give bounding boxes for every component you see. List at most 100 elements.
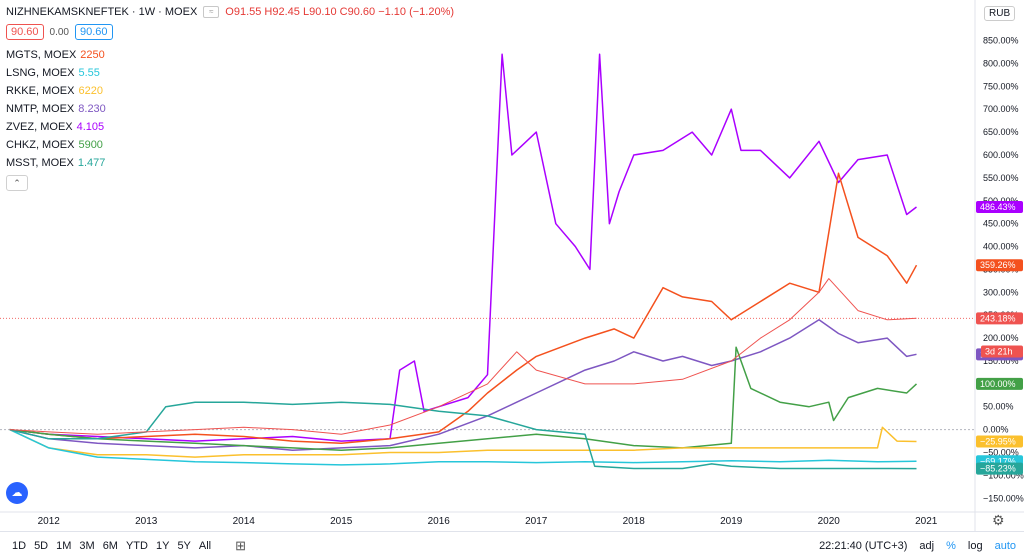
comparison-row[interactable]: ZVEZ, MOEX 4.105: [6, 118, 454, 136]
last-value-bg: [976, 200, 1023, 213]
y-tick-label: 850.00%: [983, 36, 1019, 46]
bottom-toolbar: 1D 5D 1M 3M 6M YTD 1Y 5Y All ⊞ 22:21:40 (UTC+3) …: [0, 531, 1024, 559]
last-value-bg: [976, 259, 1023, 272]
comparison-list: MGTS, MOEX 2250 LSNG, MOEX 5.55 RKKE, MOEX 62…: [6, 46, 454, 172]
timeframe-button[interactable]: 5Y: [177, 539, 191, 552]
last-value-text: 243.18%: [980, 313, 1016, 323]
clock-time[interactable]: 22:21:40 (UTC+3): [819, 539, 908, 552]
y-tick-label: 700.00%: [983, 104, 1019, 114]
last-value-text: −69.17%: [980, 456, 1016, 466]
comparison-value: 6220: [78, 85, 103, 97]
comparison-value: 5900: [78, 139, 103, 151]
y-tick-label: 150.00%: [983, 356, 1019, 366]
y-tick-label: 600.00%: [983, 150, 1019, 160]
comparison-symbol: LSNG, MOEX: [6, 67, 75, 79]
comparison-value: 8.230: [78, 103, 106, 115]
comparison-value: 1.477: [77, 157, 106, 169]
series-line-lsng: [9, 428, 917, 466]
y-tick-label: 200.00%: [983, 333, 1019, 343]
comparison-row[interactable]: RKKE, MOEX 6220: [6, 82, 454, 100]
y-tick-label: 50.00%: [983, 402, 1014, 412]
x-tick-label: 2017: [525, 516, 548, 527]
last-value-label: 486.43%: [976, 200, 1023, 213]
symbol-title: NIZHNEKAMSKNEFTEK · 1W · MOEX: [6, 6, 198, 18]
y-tick-label: 400.00%: [983, 242, 1019, 252]
timeframe-button[interactable]: YTD: [125, 539, 148, 552]
currency-badge[interactable]: RUB: [984, 6, 1016, 21]
series-line-rkke: [9, 426, 917, 458]
x-tick-label: 2015: [330, 516, 353, 527]
last-value-label: 359.26%: [976, 259, 1023, 272]
adj-toggle[interactable]: adj: [919, 539, 935, 552]
timeframe-button[interactable]: 1D: [12, 539, 27, 552]
log-toggle[interactable]: log: [967, 539, 983, 552]
comparison-value: 5.55: [78, 67, 100, 79]
chart[interactable]: 850.00% 800.00% 750.00% 700.00% 650.00% 600.0…: [0, 0, 1024, 531]
last-value-text: 486.43%: [980, 202, 1016, 212]
compare-icon[interactable]: ≈: [203, 6, 220, 18]
collapse-legend-icon[interactable]: ⌃: [6, 175, 28, 191]
y-tick-label: 650.00%: [983, 127, 1019, 137]
last-value-bg: [976, 462, 1023, 475]
timeframe-button[interactable]: 1Y: [155, 539, 170, 552]
comparison-row[interactable]: NMTP, MOEX 8.230: [6, 100, 454, 118]
series-line-chkz: [9, 346, 918, 451]
timeframe-button[interactable]: 1M: [56, 539, 72, 552]
y-tick-label: −50.00%: [983, 448, 1019, 458]
last-value-text: 359.26%: [980, 260, 1016, 270]
comparison-symbol: RKKE, MOEX: [6, 85, 75, 97]
last-value-bg: [976, 435, 1023, 448]
comparison-symbol: CHKZ, MOEX: [6, 139, 75, 151]
spread: 0.00: [49, 26, 69, 38]
last-value-label: −85.23%: [976, 462, 1023, 475]
buy-price[interactable]: 90.60: [75, 24, 113, 40]
comparison-symbol: NMTP, MOEX: [6, 103, 75, 115]
sell-price[interactable]: 90.60: [6, 24, 44, 40]
auto-toggle[interactable]: auto: [994, 539, 1016, 552]
legend: NIZHNEKAMSKNEFTEK · 1W · MOEX ≈ O91.55 H…: [6, 4, 454, 191]
y-tick-label: 750.00%: [983, 81, 1019, 91]
x-tick-label: 2021: [915, 516, 938, 527]
comparison-row[interactable]: CHKZ, MOEX 5900: [6, 136, 454, 154]
last-value-label: 100.00%: [976, 377, 1023, 390]
timeframe-button[interactable]: 5D: [34, 539, 49, 552]
timeframe-button[interactable]: All: [198, 539, 212, 552]
calendar-icon[interactable]: ⊞: [235, 537, 247, 553]
y-tick-label: 450.00%: [983, 219, 1019, 229]
last-value-text: −85.23%: [980, 464, 1016, 474]
countdown-bg: [981, 345, 1023, 358]
y-tick-label: 0.00%: [983, 425, 1009, 435]
comparison-row[interactable]: MSST, MOEX 1.477: [6, 154, 454, 172]
countdown-label: 3d 21h: [985, 347, 1013, 357]
x-tick-label: 2012: [38, 516, 61, 527]
x-tick-label: 2014: [233, 516, 256, 527]
comparison-symbol: ZVEZ, MOEX: [6, 121, 73, 133]
y-tick-label: 550.00%: [983, 173, 1019, 183]
percent-toggle[interactable]: %: [946, 539, 956, 552]
series-line-nmtp: [9, 319, 917, 451]
timeframe-button[interactable]: 6M: [102, 539, 118, 552]
timeframe-button[interactable]: 3M: [79, 539, 95, 552]
ohlc-values: O91.55 H92.45 L90.10 C90.60 −1.10 (−1.20…: [225, 6, 455, 18]
comparison-row[interactable]: MGTS, MOEX 2250: [6, 46, 454, 64]
gear-icon[interactable]: ⚙: [992, 512, 1005, 528]
last-value-text: 100.00%: [980, 379, 1016, 389]
y-tick-label: 300.00%: [983, 287, 1019, 297]
last-value-bg: [976, 312, 1023, 325]
series-line-zvez: [9, 53, 917, 442]
series-line-msst: [9, 401, 917, 470]
series-line-mgts: [9, 172, 918, 445]
last-value-label: 243.18%: [976, 312, 1023, 325]
x-tick-label: 2018: [623, 516, 646, 527]
x-tick-label: 2019: [720, 516, 743, 527]
x-tick-label: 2016: [428, 516, 451, 527]
y-tick-label: −100.00%: [983, 470, 1024, 480]
last-value-text: −25.95%: [980, 436, 1016, 446]
y-tick-label: 500.00%: [983, 196, 1019, 206]
last-value-bg: [976, 377, 1023, 390]
series-line-nizhnekamskneftek: [9, 278, 917, 435]
y-tick-label: −150.00%: [983, 493, 1024, 503]
cloud-icon[interactable]: ☁: [6, 482, 28, 504]
comparison-value: 2250: [80, 49, 105, 61]
comparison-row[interactable]: LSNG, MOEX 5.55: [6, 64, 454, 82]
